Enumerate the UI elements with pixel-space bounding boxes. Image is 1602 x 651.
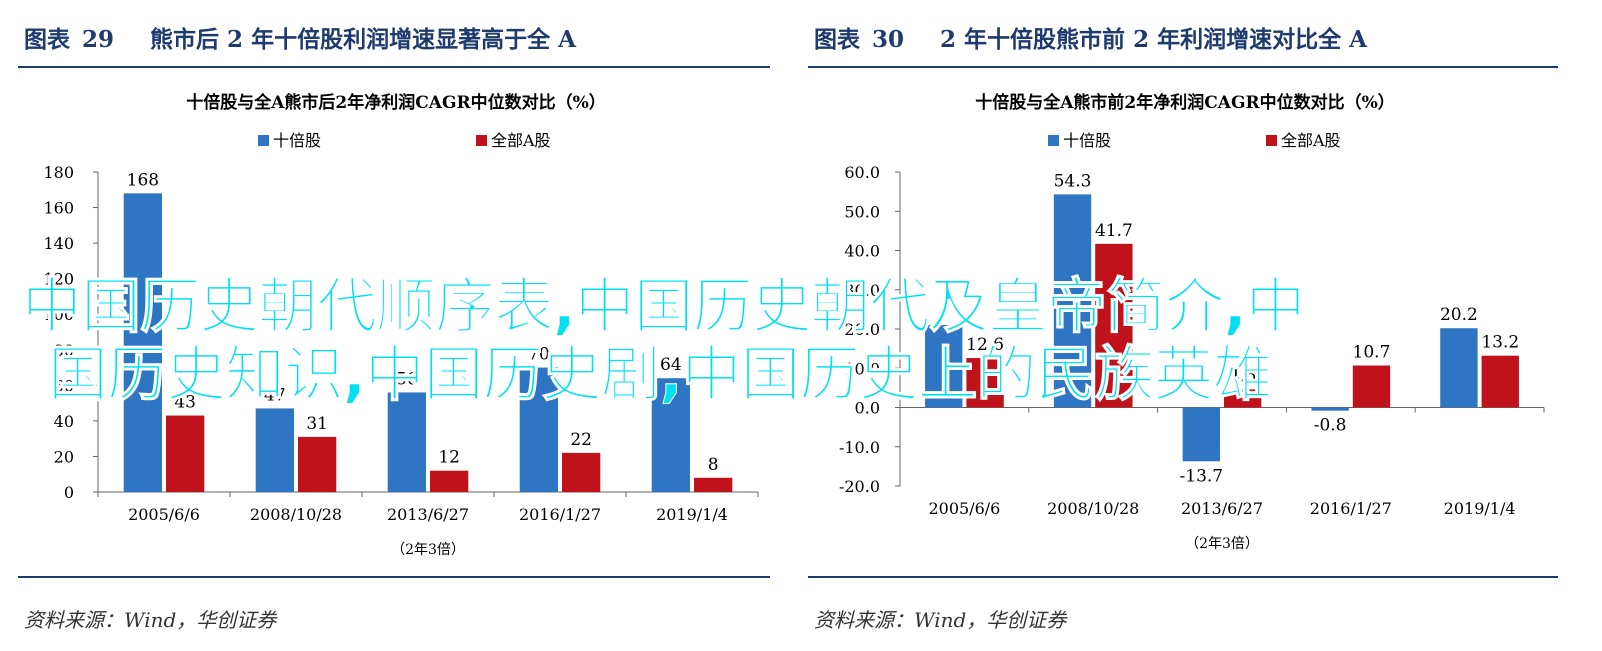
figure-label: 图表 [24,26,70,53]
figure-title: 2 年十倍股熊市前 2 年利润增速对比全 A [940,26,1367,53]
bar-a [651,378,690,492]
x-tick-label: 2005/6/6 [128,505,200,524]
bar-b [562,452,601,492]
data-label-b: 8 [708,455,719,475]
data-label-a: -0.8 [1314,416,1347,436]
x-tick-label: 2016/1/27 [1310,499,1392,518]
data-label-b: 31 [306,414,328,434]
bar-b [1481,355,1519,408]
bar-a [519,367,558,492]
y-tick-label: 80 [54,341,74,360]
data-label-b: 22 [570,430,592,450]
x-tick-label: 2013/6/27 [387,505,469,524]
legend-swatch-a [1048,135,1059,146]
source-note: 资料来源：Wind，华创证券 [814,608,1067,632]
data-label-b: 10.7 [1353,343,1391,363]
bar-a [255,408,294,492]
y-tick-label: 180 [43,163,74,182]
bar-a [1053,194,1092,408]
data-label-b: 12 [438,448,460,468]
bar-a [1182,407,1220,462]
y-tick-label: 0.0 [855,399,880,418]
data-label-a: 64 [660,355,682,375]
legend-label-b: 全部A股 [1281,131,1341,150]
bar-b [1352,365,1391,408]
bar-b [430,470,469,492]
legend-swatch-b [476,135,487,146]
data-label-a: 56 [396,369,418,389]
y-tick-label: 40 [54,412,74,431]
bar-b [298,436,337,492]
chart-title: 十倍股与全A熊市前2年净利润CAGR中位数对比（%） [975,92,1395,113]
bar-b [166,415,205,492]
figure-number: 29 [82,26,115,53]
bar-a [123,193,162,492]
bar-a [1311,407,1349,411]
figure-number: 30 [872,26,905,53]
bar-chart-before-bear: 十倍股与全A熊市前2年净利润CAGR中位数对比（%） 十倍股 全部A股 -20.0 -1… [839,92,1545,552]
data-label-a: 54.3 [1054,171,1092,191]
y-tick-label: 0 [64,483,74,502]
data-label-a: 20.2 [1440,305,1478,325]
data-label-b: 13.2 [1481,333,1519,353]
figure-title: 熊市后 2 年十倍股利润增速显著高于全 A [150,26,576,53]
bar-b [694,477,733,492]
legend-swatch-a [258,135,269,146]
bar-b [966,358,1004,408]
y-tick-label: 50.0 [844,202,880,221]
legend-swatch-b [1266,135,1277,146]
x-tick-label: 2013/6/27 [1181,499,1263,518]
bar-b [1095,243,1133,408]
x-tick-label: 2008/10/28 [1047,499,1139,518]
x-tick-label: 2019/1/4 [656,505,728,524]
x-tick-label: 2005/6/6 [928,499,1000,518]
legend-label-a: 十倍股 [273,131,321,150]
y-tick-label: 60 [54,376,74,395]
data-label-a: -13.7 [1180,466,1224,486]
y-tick-label: -10.0 [839,438,880,457]
bar-a [1440,328,1478,408]
legend-label-a: 十倍股 [1063,131,1111,150]
y-tick-label: 40.0 [844,242,880,261]
data-label-b: 43 [174,393,196,413]
bottom-rule [18,576,770,578]
x-tick-label: 2019/1/4 [1444,499,1516,518]
data-label-a: 70 [528,345,550,365]
y-tick-label: -20.0 [839,477,880,496]
figure-label: 图表 [814,26,860,53]
bar-chart-after-bear: 十倍股与全A熊市后2年净利润CAGR中位数对比（%） 十倍股 全部A股 0 20 40 60… [43,92,759,558]
top-rule [18,66,770,68]
x-axis-label: （2年3倍） [391,542,465,558]
y-tick-label: 100 [43,305,74,324]
y-tick-label: 10.0 [844,359,880,378]
figure-panel-30: 图表 30 2 年十倍股熊市前 2 年利润增速对比全 A 十倍股与全A熊市前2年… [808,0,1562,651]
data-label-a: 47 [264,385,286,405]
bar-a [925,325,963,408]
bar-a [387,392,426,492]
data-label-b: 41.7 [1095,221,1133,241]
y-tick-label: 120 [43,270,74,289]
x-tick-label: 2008/10/28 [250,505,342,524]
x-tick-label: 2016/1/27 [519,505,601,524]
y-tick-label: 20.0 [844,320,880,339]
legend-label-b: 全部A股 [491,131,551,150]
data-label-a: 168 [127,170,159,190]
data-label-b: 4.6 [1229,366,1256,386]
source-note: 资料来源：Wind，华创证券 [24,608,277,632]
figure-heading: 图表 30 2 年十倍股熊市前 2 年利润增速对比全 A [814,20,1367,54]
figure-heading: 图表 29 熊市后 2 年十倍股利润增速显著高于全 A [24,20,576,54]
y-tick-label: 60.0 [844,163,880,182]
y-tick-label: 30.0 [844,281,880,300]
y-tick-label: 160 [43,199,74,218]
top-rule [808,66,1558,68]
chart-title: 十倍股与全A熊市后2年净利润CAGR中位数对比（%） [186,92,606,113]
data-label-b: 12.6 [966,335,1004,355]
bottom-rule [808,576,1558,578]
x-axis-label: （2年3倍） [1185,536,1259,552]
y-tick-label: 20 [54,447,74,466]
figure-panel-29: 图表 29 熊市后 2 年十倍股利润增速显著高于全 A 十倍股与全A熊市后2年净… [18,0,774,651]
y-tick-label: 140 [43,234,74,253]
bar-b [1224,389,1262,408]
